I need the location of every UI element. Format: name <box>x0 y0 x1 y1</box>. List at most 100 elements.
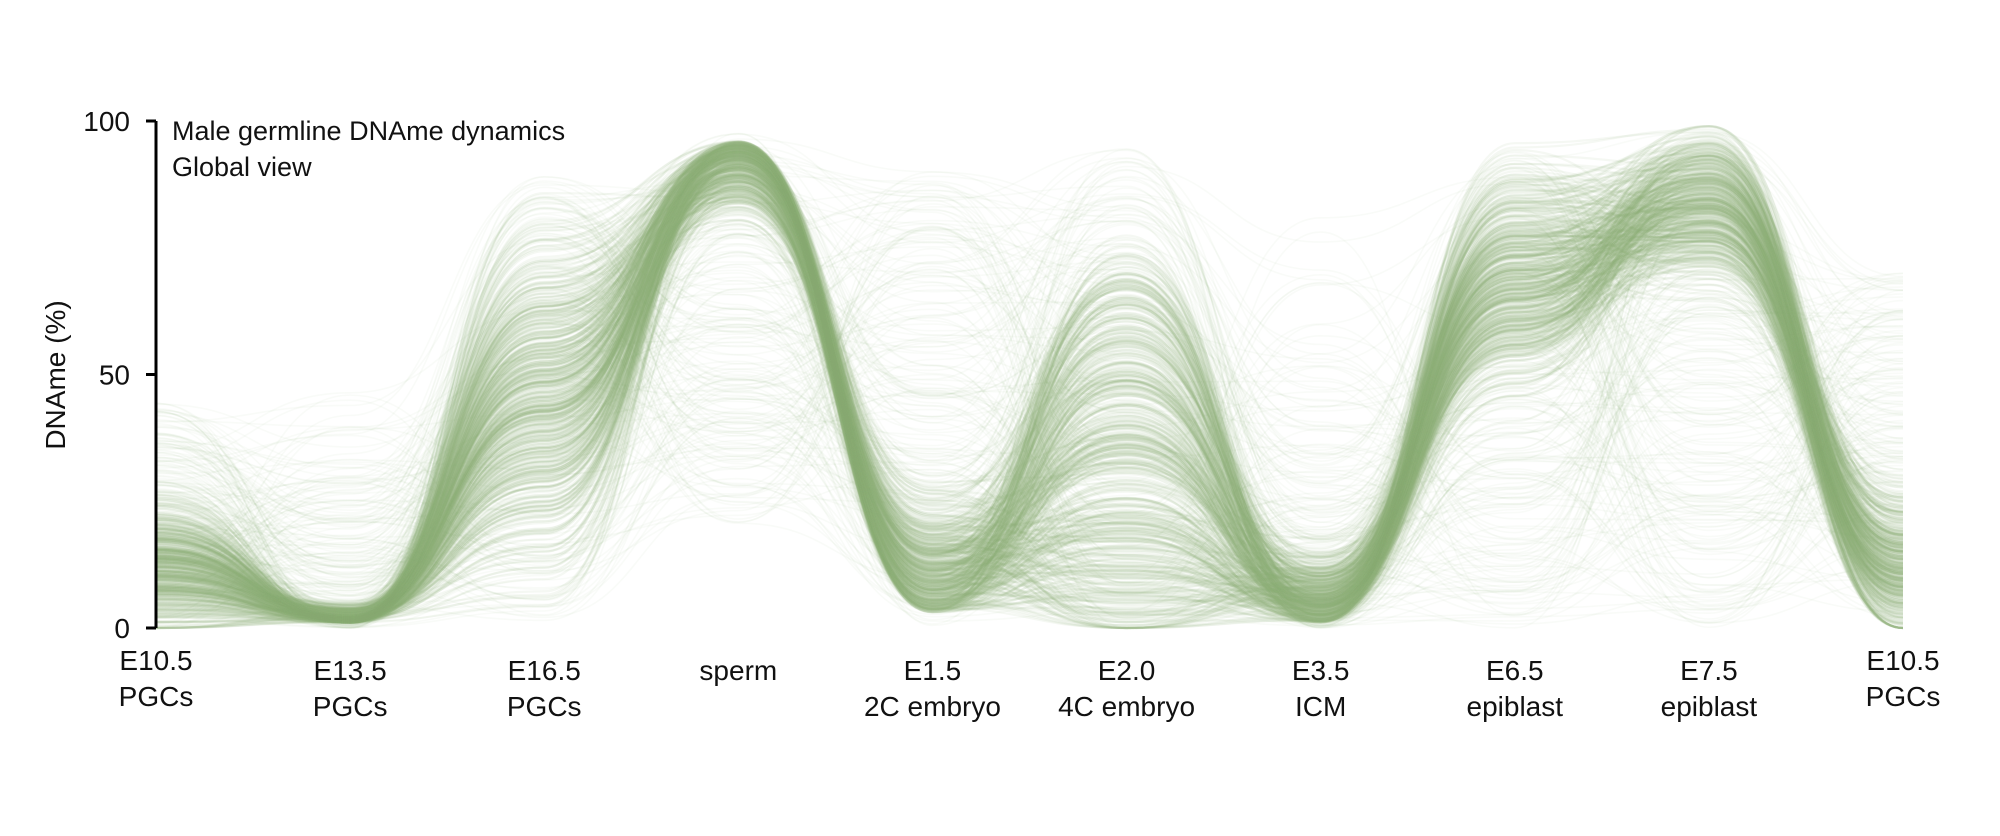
trajectory-line <box>155 159 1904 628</box>
trajectory-line <box>155 142 1904 620</box>
trajectory-line <box>155 186 1904 630</box>
trajectory-line <box>155 125 1904 622</box>
trajectory-line <box>155 159 1904 620</box>
trajectory-line <box>155 187 1904 623</box>
trajectory-line <box>155 218 1904 629</box>
trajectory-line <box>155 162 1904 623</box>
trajectory-line <box>155 210 1904 617</box>
trajectory-line <box>155 143 1904 630</box>
trajectory-line <box>155 278 1904 622</box>
trajectory-line <box>155 150 1904 628</box>
trajectory-line <box>155 159 1904 630</box>
trajectory-line <box>155 155 1904 593</box>
trajectory-line <box>155 130 1904 624</box>
trajectory-line <box>155 143 1904 613</box>
trajectory-line <box>155 282 1904 621</box>
trajectory-line <box>155 274 1904 513</box>
x-tick-label: E10.5 <box>1866 645 1939 676</box>
trajectory-line <box>155 197 1904 616</box>
trajectory-line <box>155 222 1904 506</box>
trajectory-line <box>155 173 1904 618</box>
trajectory-line <box>155 175 1904 626</box>
trajectory-line <box>155 157 1904 621</box>
trajectory-line <box>155 140 1904 622</box>
trajectory-line <box>155 154 1904 623</box>
trajectory-line <box>155 151 1904 618</box>
trajectory-line <box>155 154 1904 623</box>
trajectory-line <box>155 152 1904 630</box>
trajectory-line <box>155 185 1904 630</box>
trajectory-line <box>155 182 1904 623</box>
trajectory-line <box>155 160 1904 624</box>
trajectory-line <box>155 270 1904 629</box>
trajectory-line <box>155 239 1904 619</box>
trajectory-line <box>155 213 1904 627</box>
trajectory-line <box>155 160 1904 619</box>
trajectory-line <box>155 348 1904 617</box>
x-tick-sublabel: PGCs <box>313 691 388 722</box>
trajectory-line <box>155 154 1904 624</box>
trajectory-line <box>155 233 1904 626</box>
trajectory-line <box>155 214 1904 626</box>
trajectory-line <box>155 144 1904 623</box>
trajectory-line <box>155 142 1904 615</box>
trajectory-line <box>155 147 1904 622</box>
trajectory-line <box>155 157 1904 613</box>
trajectory-line <box>155 156 1904 619</box>
trajectory-line <box>155 144 1904 625</box>
trajectory-line <box>155 152 1904 612</box>
trajectory-line <box>155 185 1904 619</box>
trajectory-line <box>155 145 1904 622</box>
trajectory-line <box>155 151 1904 617</box>
trajectory-line <box>155 154 1904 624</box>
trajectory-line <box>155 239 1904 626</box>
trajectory-line <box>155 263 1904 597</box>
trajectory-line <box>155 140 1904 627</box>
trajectory-line <box>155 153 1904 616</box>
trajectory-line <box>155 145 1904 621</box>
trajectory-line <box>155 152 1904 619</box>
trajectory-line <box>155 153 1904 618</box>
trajectory-line <box>155 238 1904 557</box>
trajectory-line <box>155 143 1904 627</box>
trajectory-line <box>155 177 1904 630</box>
trajectory-line <box>155 158 1904 568</box>
trajectory-line <box>155 187 1904 622</box>
trajectory-line <box>155 143 1904 616</box>
trajectory-line <box>155 176 1904 625</box>
trajectory-line <box>155 141 1904 611</box>
trajectory-line <box>155 183 1904 618</box>
trajectory-line <box>155 195 1904 615</box>
trajectory-line <box>155 151 1904 620</box>
trajectory-line <box>155 165 1904 618</box>
trajectory-line <box>155 154 1904 623</box>
trajectory-line <box>155 198 1904 624</box>
trajectory-line <box>155 162 1904 617</box>
trajectory-line <box>155 240 1904 597</box>
trajectory-line <box>155 143 1904 624</box>
trajectory-line <box>155 201 1904 616</box>
trajectory-line <box>155 180 1904 624</box>
trajectory-line <box>155 153 1904 624</box>
trajectory-line <box>155 169 1904 620</box>
trajectory-line <box>155 165 1904 630</box>
y-axis-label: DNAme (%) <box>40 300 71 449</box>
x-tick-sublabel: epiblast <box>1467 691 1564 722</box>
trajectory-line <box>155 140 1904 616</box>
trajectory-line <box>155 196 1904 615</box>
trajectory-line <box>155 186 1904 624</box>
trajectory-line <box>155 142 1904 616</box>
trajectory-line <box>155 182 1904 623</box>
trajectory-line <box>155 183 1904 617</box>
trajectory-line <box>155 226 1904 628</box>
trajectory-line <box>155 179 1904 624</box>
trajectory-line <box>155 148 1904 624</box>
trajectory-line <box>155 158 1904 630</box>
trajectory-line <box>155 182 1904 624</box>
trajectory-line <box>155 160 1904 609</box>
x-tick-sublabel: 4C embryo <box>1058 691 1195 722</box>
trajectory-line <box>155 150 1904 619</box>
trajectory-line <box>155 325 1904 620</box>
trajectory-line <box>155 163 1904 618</box>
trajectory-line <box>155 219 1904 620</box>
